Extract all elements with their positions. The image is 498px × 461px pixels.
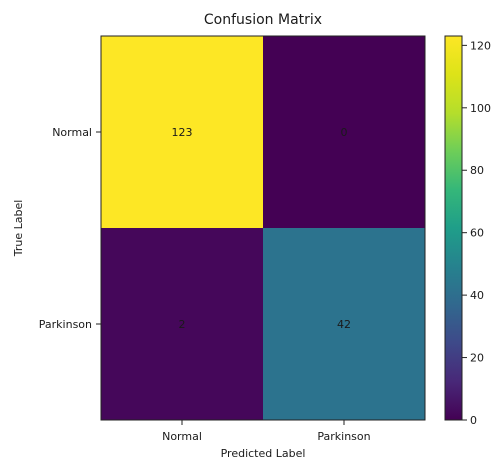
cell-normal-normal (101, 36, 263, 228)
cell-value-label: 0 (341, 126, 348, 139)
x-tick-label: Normal (162, 430, 202, 443)
colorbar-tick-label: 40 (470, 289, 484, 302)
x-tick-label: Parkinson (317, 430, 370, 443)
cell-normal-parkinson (263, 36, 425, 228)
colorbar-ticks: 0 20 40 60 80 100 120 (462, 39, 491, 427)
cell-value-label: 2 (179, 318, 186, 331)
colorbar-tick-label: 60 (470, 227, 484, 240)
cell-value-label: 42 (337, 318, 351, 331)
x-axis-label: Predicted Label (221, 447, 306, 460)
colorbar-tick-label: 20 (470, 352, 484, 365)
plot-frame (100, 35, 426, 421)
y-axis-label: True Label (12, 200, 25, 258)
y-axis-ticks: Normal Parkinson (39, 126, 101, 331)
colorbar-tick-label: 0 (470, 414, 477, 427)
colorbar-tick-label: 120 (470, 39, 491, 52)
cell-value-label: 123 (172, 126, 193, 139)
chart-title: Confusion Matrix (204, 12, 322, 28)
heatmap-cells (101, 36, 425, 420)
colorbar-tick-label: 100 (470, 102, 491, 115)
colorbar (444, 35, 463, 421)
cell-parkinson-parkinson (263, 228, 425, 420)
x-axis-ticks: Normal Parkinson (162, 420, 371, 443)
colorbar-tick-label: 80 (470, 164, 484, 177)
cell-parkinson-normal (101, 228, 263, 420)
y-tick-label: Normal (52, 126, 92, 139)
heatmap-cell-labels: 123 0 2 42 (172, 126, 352, 331)
y-tick-label: Parkinson (39, 318, 92, 331)
